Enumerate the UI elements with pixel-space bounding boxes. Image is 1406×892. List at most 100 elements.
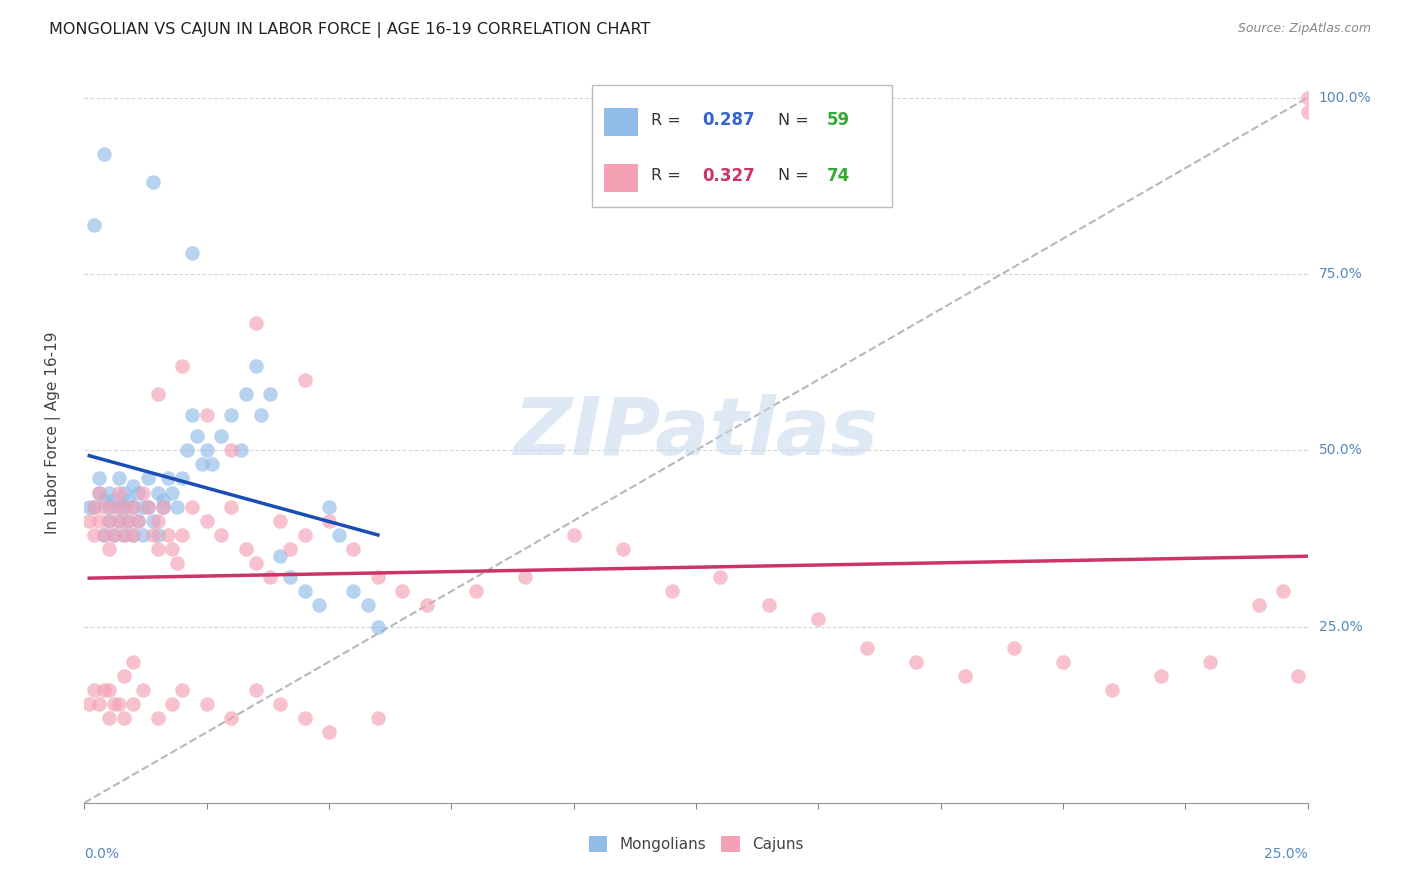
- Point: [93, 528, 115, 542]
- Point: [391, 584, 413, 599]
- Point: [83, 500, 105, 514]
- Text: N =: N =: [778, 169, 814, 183]
- Point: [136, 500, 159, 514]
- Point: [235, 387, 257, 401]
- Point: [112, 485, 135, 500]
- Point: [87, 485, 110, 500]
- Point: [146, 711, 169, 725]
- Point: [245, 556, 267, 570]
- Bar: [605, 164, 638, 192]
- Point: [294, 528, 316, 542]
- Point: [259, 570, 281, 584]
- Point: [77, 500, 100, 514]
- Point: [269, 697, 291, 711]
- Point: [1150, 669, 1173, 683]
- Point: [142, 514, 165, 528]
- Point: [195, 408, 218, 422]
- Point: [294, 584, 316, 599]
- Text: N =: N =: [778, 112, 814, 128]
- Point: [905, 655, 928, 669]
- Y-axis label: In Labor Force | Age 16-19: In Labor Force | Age 16-19: [45, 331, 60, 534]
- Point: [107, 514, 129, 528]
- Text: 59: 59: [827, 112, 851, 129]
- Point: [107, 471, 129, 485]
- Point: [219, 500, 242, 514]
- Text: 25.0%: 25.0%: [1264, 847, 1308, 861]
- Point: [107, 485, 129, 500]
- Point: [1296, 91, 1319, 105]
- Point: [93, 528, 115, 542]
- Point: [127, 514, 149, 528]
- Point: [1296, 104, 1319, 119]
- Text: ZIPatlas: ZIPatlas: [513, 393, 879, 472]
- Point: [107, 697, 129, 711]
- Point: [93, 147, 115, 161]
- Point: [152, 492, 174, 507]
- Point: [181, 245, 204, 260]
- Point: [661, 584, 683, 599]
- Text: 50.0%: 50.0%: [1319, 443, 1362, 458]
- Text: MONGOLIAN VS CAJUN IN LABOR FORCE | AGE 16-19 CORRELATION CHART: MONGOLIAN VS CAJUN IN LABOR FORCE | AGE …: [49, 22, 651, 38]
- Point: [162, 541, 184, 556]
- Point: [132, 485, 155, 500]
- Point: [87, 485, 110, 500]
- Point: [758, 599, 780, 613]
- Point: [77, 697, 100, 711]
- Point: [83, 218, 105, 232]
- Point: [513, 570, 536, 584]
- Point: [612, 541, 634, 556]
- Point: [195, 514, 218, 528]
- Point: [367, 619, 389, 633]
- Point: [172, 471, 194, 485]
- Point: [107, 500, 129, 514]
- Point: [172, 359, 194, 373]
- Point: [249, 408, 271, 422]
- Point: [235, 541, 257, 556]
- Point: [357, 599, 380, 613]
- Point: [122, 500, 145, 514]
- Point: [146, 485, 169, 500]
- Point: [103, 492, 125, 507]
- Point: [156, 528, 179, 542]
- Point: [1272, 584, 1295, 599]
- Point: [112, 669, 135, 683]
- Point: [122, 528, 145, 542]
- Point: [562, 528, 585, 542]
- Point: [186, 429, 208, 443]
- Text: Source: ZipAtlas.com: Source: ZipAtlas.com: [1237, 22, 1371, 36]
- Point: [195, 697, 218, 711]
- Point: [367, 570, 389, 584]
- Point: [172, 683, 194, 698]
- Point: [83, 528, 105, 542]
- Point: [77, 514, 100, 528]
- Point: [1052, 655, 1074, 669]
- Point: [132, 683, 155, 698]
- Point: [245, 359, 267, 373]
- Point: [1286, 669, 1309, 683]
- Point: [103, 500, 125, 514]
- Point: [127, 514, 149, 528]
- Point: [162, 697, 184, 711]
- Point: [856, 640, 879, 655]
- Point: [162, 485, 184, 500]
- Point: [318, 725, 340, 739]
- Point: [209, 528, 232, 542]
- Point: [245, 316, 267, 330]
- Point: [146, 528, 169, 542]
- Point: [112, 528, 135, 542]
- Point: [342, 541, 364, 556]
- Point: [318, 514, 340, 528]
- Point: [97, 541, 120, 556]
- Point: [83, 683, 105, 698]
- Point: [97, 514, 120, 528]
- Point: [97, 683, 120, 698]
- Point: [107, 514, 129, 528]
- Point: [142, 175, 165, 189]
- Point: [127, 485, 149, 500]
- Point: [117, 514, 139, 528]
- Point: [294, 373, 316, 387]
- Text: R =: R =: [651, 169, 686, 183]
- Point: [112, 711, 135, 725]
- Point: [166, 556, 188, 570]
- Bar: [605, 108, 638, 136]
